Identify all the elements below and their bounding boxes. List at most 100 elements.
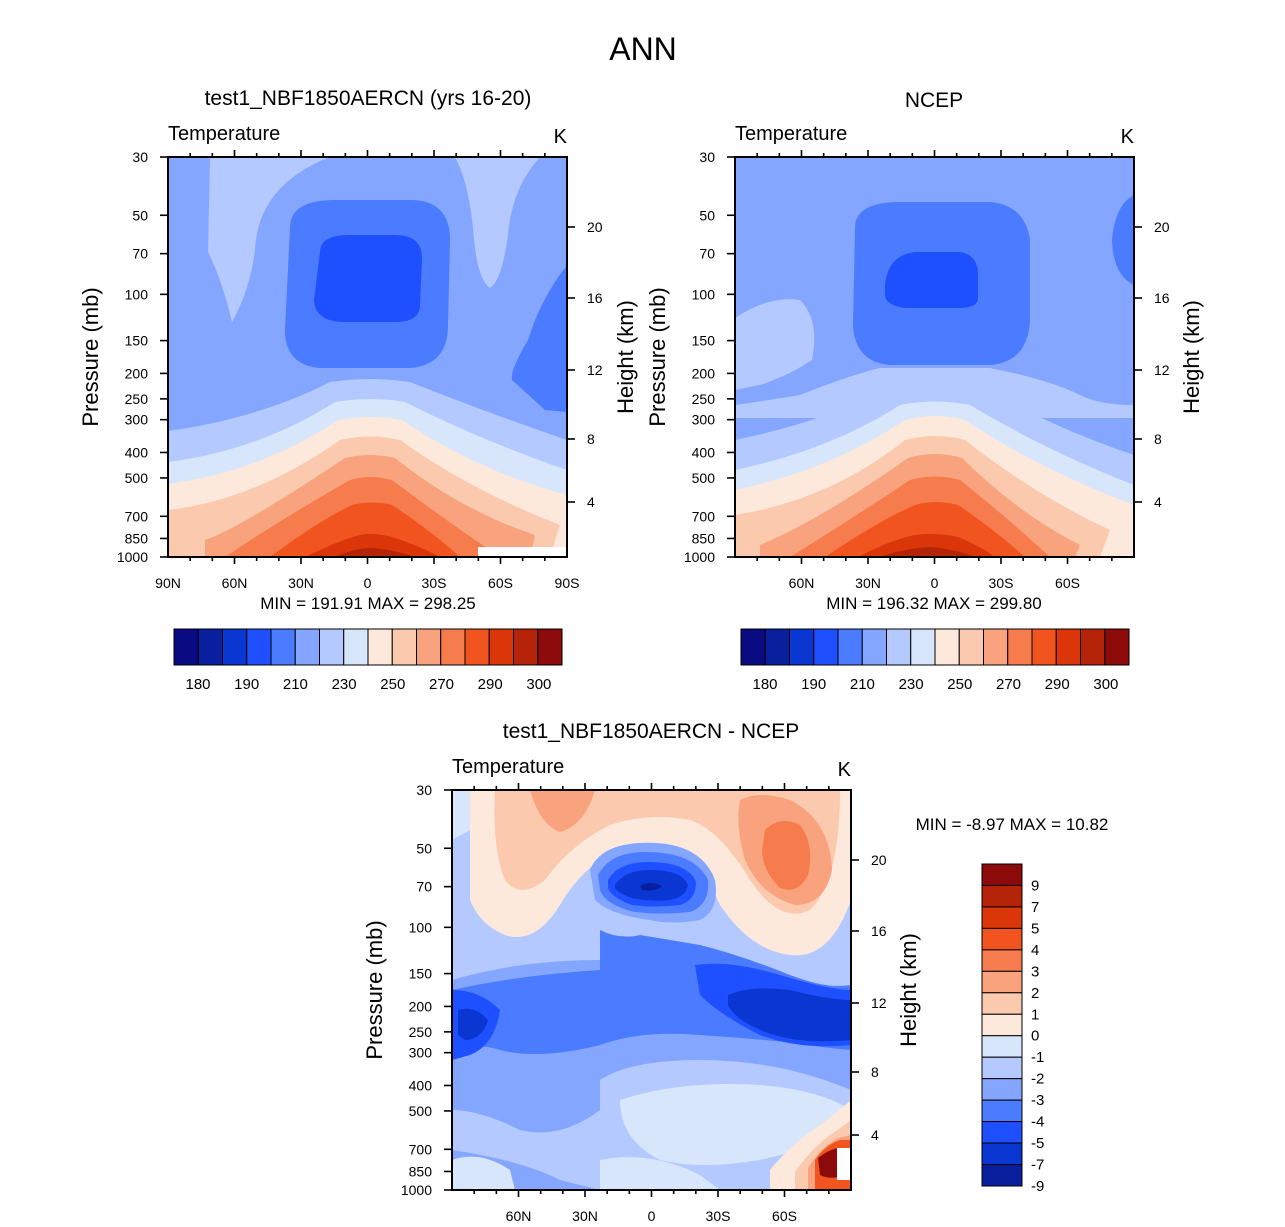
colorbar-label: 210	[850, 676, 875, 693]
colorbar-swatch	[981, 1142, 1023, 1166]
panel-model-ylabel-right: Height (km)	[613, 300, 638, 414]
panel-ncep: NCEP Temperature K 60N 30N 0 30S 60S 30 50 70 10…	[645, 89, 1204, 693]
contour-band	[1112, 195, 1134, 285]
contour-band	[818, 1148, 842, 1178]
y-tick-label: 1000	[117, 549, 148, 565]
colorbar-swatch	[981, 1013, 1023, 1037]
panel-model-units: K	[554, 126, 568, 148]
contour-band	[735, 299, 815, 390]
y-tick-label: 250	[692, 391, 716, 407]
colorbar-swatch	[1055, 628, 1081, 666]
x-tick-label: 30S	[989, 575, 1014, 591]
y-tick-label: 300	[409, 1045, 433, 1061]
y-tick-label: 100	[692, 286, 716, 302]
y-tick-label: 300	[125, 412, 149, 428]
y-tick-label: 250	[125, 391, 149, 407]
y-tick-label: 150	[125, 333, 149, 349]
y-tick-label: 300	[692, 412, 716, 428]
colorbar-swatch	[981, 949, 1023, 972]
contour-band	[458, 1008, 488, 1040]
y-tick-label: 150	[692, 333, 716, 349]
colorbar-swatch	[981, 1035, 1023, 1058]
panel-model-ylabel: Pressure (mb)	[78, 287, 103, 426]
height-tick-label: 4	[587, 494, 595, 510]
colorbar-swatch	[861, 628, 887, 666]
colorbar-swatch	[270, 628, 296, 666]
panel-ncep-title: NCEP	[905, 89, 963, 112]
panel-model-stats: MIN = 191.91 MAX = 298.25	[260, 594, 475, 613]
panel-ncep-variable: Temperature	[735, 123, 847, 145]
colorbar-label: 190	[234, 676, 259, 693]
height-tick-label: 8	[871, 1064, 879, 1080]
colorbar-label: 300	[1093, 676, 1118, 693]
height-tick-label: 16	[587, 290, 603, 306]
y-tick-label: 850	[409, 1163, 433, 1179]
y-tick-label: 400	[409, 1077, 433, 1093]
colorbar-label: -5	[1031, 1135, 1044, 1152]
panel-model-title: test1_NBF1850AERCN (yrs 16-20)	[205, 87, 532, 110]
x-tick-label: 60N	[222, 575, 248, 591]
colorbar-label: -7	[1031, 1157, 1044, 1174]
colorbar-swatch	[981, 884, 1023, 908]
contour-band	[511, 265, 567, 412]
contour-band	[208, 157, 330, 322]
x-tick-label: 0	[931, 575, 939, 591]
x-tick-label: 90N	[155, 575, 181, 591]
contour-band	[452, 1156, 515, 1190]
colorbar-label: 0	[1031, 1028, 1039, 1045]
x-tick-label: 0	[648, 1208, 656, 1224]
colorbar-label: -1	[1031, 1049, 1044, 1066]
y-tick-label: 30	[699, 149, 715, 165]
height-tick-label: 20	[871, 852, 887, 868]
x-tick-label: 30N	[288, 575, 314, 591]
colorbar-label: -3	[1031, 1092, 1044, 1109]
colorbar-label: 3	[1031, 963, 1039, 980]
panel-ncep-stats: MIN = 196.32 MAX = 299.80	[826, 594, 1041, 613]
colorbar-swatch	[789, 628, 815, 666]
colorbar-swatch	[740, 628, 766, 666]
height-tick-label: 12	[587, 362, 603, 378]
y-tick-label: 70	[699, 246, 715, 262]
x-tick-label: 30S	[422, 575, 447, 591]
colorbar-swatch	[958, 628, 984, 666]
y-tick-label: 30	[132, 149, 148, 165]
colorbar-swatch	[222, 628, 248, 666]
y-tick-label: 100	[125, 286, 149, 302]
panel-model: test1_NBF1850AERCN (yrs 16-20) Temperatu…	[78, 87, 638, 693]
panel-diff-title: test1_NBF1850AERCN - NCEP	[503, 720, 799, 743]
panel-model-variable: Temperature	[168, 123, 280, 145]
colorbar-label: 300	[526, 676, 551, 693]
colorbar-swatch	[440, 628, 466, 666]
colorbar-label: 5	[1031, 920, 1039, 937]
colorbar-swatch	[981, 970, 1023, 994]
contour-band	[452, 790, 470, 840]
colorbar-swatch	[981, 1099, 1023, 1123]
colorbar-swatch	[537, 628, 563, 666]
colorbar-swatch	[1104, 628, 1130, 666]
x-tick-label: 0	[364, 575, 372, 591]
height-tick-label: 12	[871, 995, 887, 1011]
colorbar-swatch	[764, 628, 790, 666]
colorbar-swatch	[488, 628, 514, 666]
height-tick-label: 4	[1154, 494, 1162, 510]
panel-ncep-contours	[735, 157, 1134, 557]
colorbar-swatch	[934, 628, 960, 666]
colorbar-swatch	[981, 1164, 1023, 1187]
height-tick-label: 16	[871, 923, 887, 939]
y-tick-label: 250	[409, 1024, 433, 1040]
y-tick-label: 400	[692, 444, 716, 460]
y-tick-label: 400	[125, 444, 149, 460]
y-tick-label: 500	[409, 1103, 433, 1119]
contour-band	[825, 502, 1025, 557]
height-tick-label: 8	[587, 431, 595, 447]
y-tick-label: 150	[409, 966, 433, 982]
colorbar-swatch	[343, 628, 369, 666]
colorbar-swatch	[1007, 628, 1033, 666]
panel-model-colorbar: 180 190 210 230 250 270 290 300	[173, 628, 563, 693]
y-tick-label: 70	[416, 879, 432, 895]
colorbar-swatch	[197, 628, 223, 666]
panel-model-contours	[168, 157, 567, 557]
contour-band	[314, 235, 422, 322]
colorbar-swatch	[981, 1078, 1023, 1101]
colorbar-swatch	[981, 992, 1023, 1015]
